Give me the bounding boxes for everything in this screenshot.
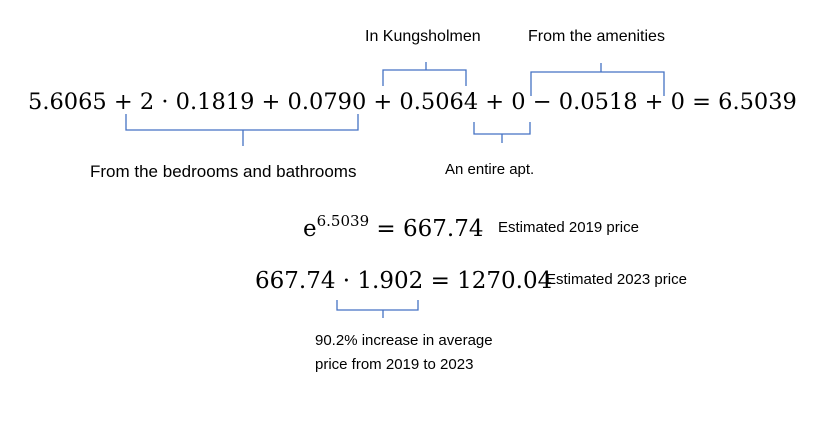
- label-increase-line2: price from 2019 to 2023: [315, 356, 474, 373]
- main-equation: 5.6065 + 2 · 0.1819 + 0.0790 + 0.5064 + …: [28, 89, 797, 115]
- brace-bedrooms-bathrooms: [125, 114, 359, 146]
- growth-equation: 667.74 · 1.902 = 1270.04: [255, 268, 553, 294]
- label-est-2023: Estimated 2023 price: [546, 271, 687, 288]
- label-increase-line1: 90.2% increase in average: [315, 332, 493, 349]
- brace-amenities: [530, 63, 665, 96]
- exp-power: 6.5039: [316, 212, 370, 230]
- brace-entire-apt: [473, 122, 531, 143]
- label-kungsholmen: In Kungsholmen: [365, 28, 481, 45]
- label-entire-apt: An entire apt.: [445, 161, 535, 178]
- exp-result: = 667.74: [369, 216, 484, 242]
- label-est-2019: Estimated 2019 price: [498, 219, 639, 236]
- label-bedrooms-bathrooms: From the bedrooms and bathrooms: [90, 162, 357, 181]
- brace-increase: [336, 300, 419, 318]
- exp-base: e: [303, 216, 317, 242]
- exp-equation: e6.5039 = 667.74: [303, 214, 484, 242]
- label-amenities: From the amenities: [528, 28, 665, 45]
- label-increase: 90.2% increase in average price from 201…: [315, 329, 493, 377]
- brace-kungsholmen: [382, 62, 467, 86]
